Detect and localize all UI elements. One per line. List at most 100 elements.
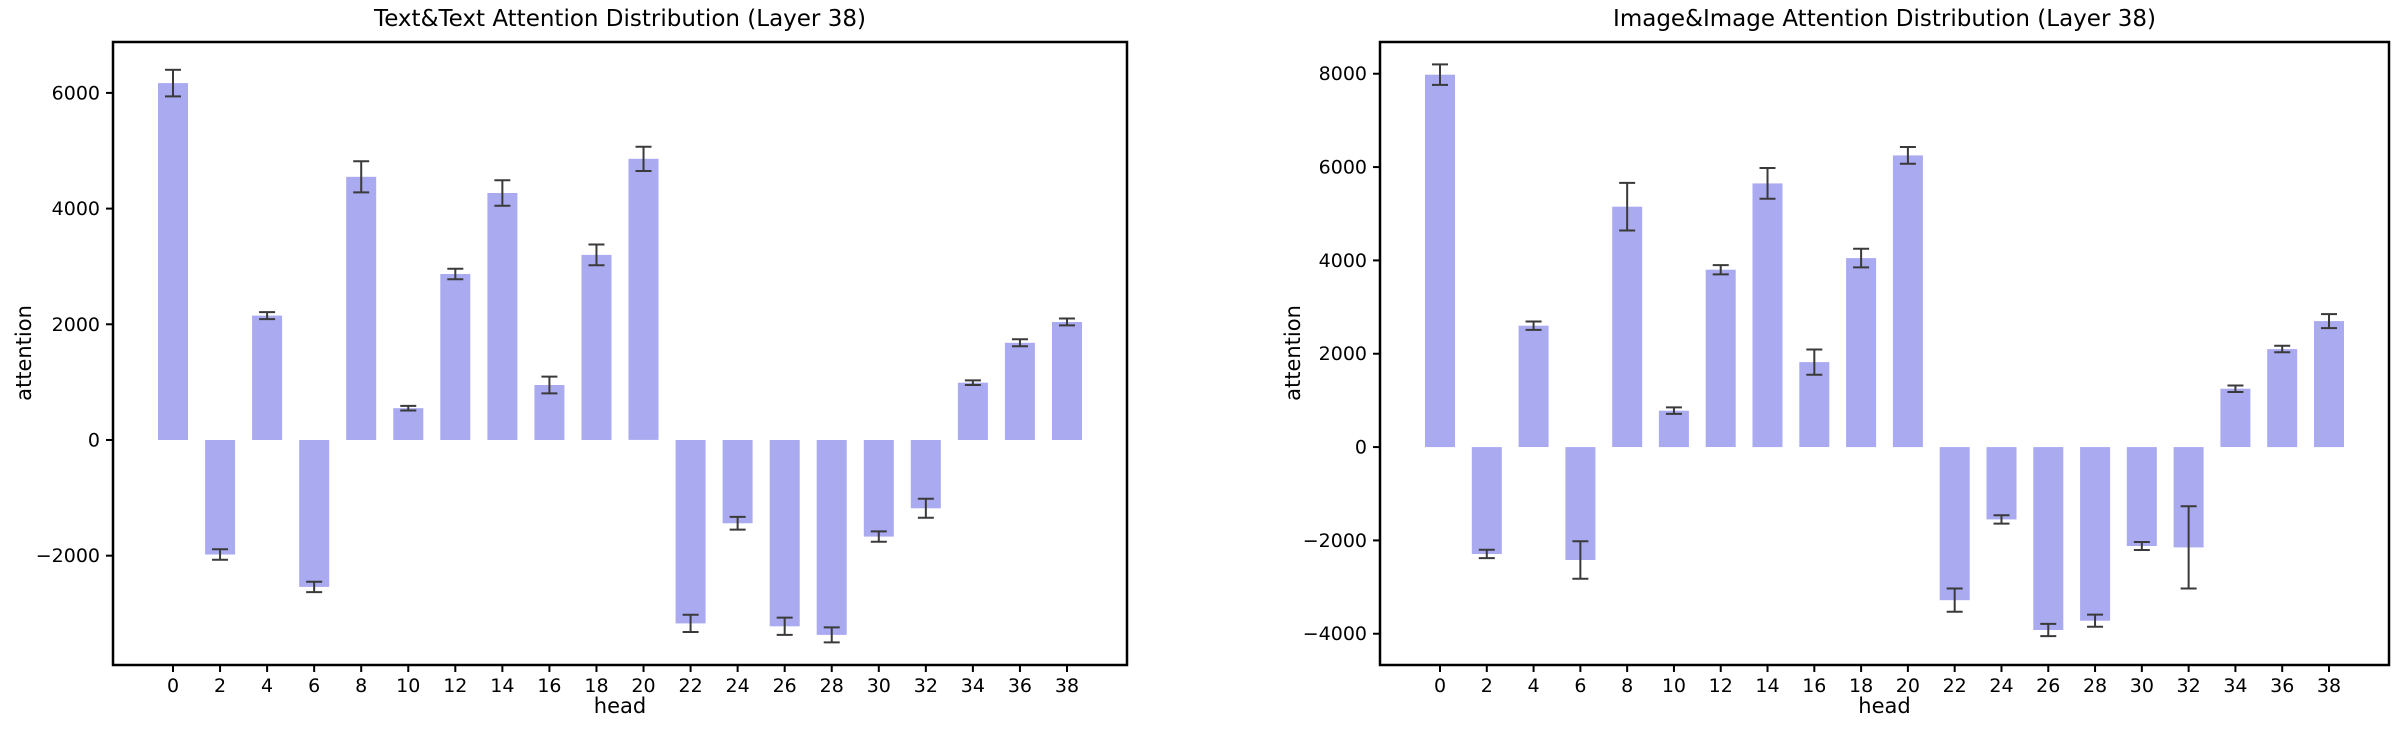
- x-tick-label: 36: [2270, 675, 2294, 697]
- bar-head-38: [2314, 321, 2344, 448]
- bar-head-4: [252, 315, 283, 440]
- error-bar-head-18: [1853, 247, 1870, 269]
- bar-head-14: [1752, 183, 1783, 448]
- y-tick-label: 2000: [52, 314, 100, 336]
- x-tick-label: 14: [1755, 675, 1779, 697]
- bar-head-18: [1846, 258, 1877, 448]
- x-tick-label: 18: [584, 675, 608, 697]
- bar-head-36: [2267, 349, 2298, 448]
- bar-head-14: [487, 193, 518, 440]
- x-tick-label: 6: [308, 675, 320, 697]
- axes-spines: [111, 40, 1129, 667]
- x-tick-label: 16: [537, 675, 561, 697]
- bar-head-18: [581, 254, 612, 440]
- bar-head-0: [158, 83, 188, 440]
- bar-head-2: [1471, 447, 1502, 554]
- error-bar-head-20: [1899, 146, 1916, 165]
- error-bar-head-16: [1806, 348, 1823, 376]
- bar-head-20: [628, 158, 659, 440]
- error-bar-head-38: [1059, 317, 1075, 327]
- x-tick-label: 30: [2130, 675, 2154, 697]
- error-bar-head-18: [588, 243, 605, 267]
- error-bar-head-30: [870, 530, 887, 543]
- y-tick-label: 6000: [52, 82, 100, 104]
- x-tick-label: 16: [1802, 675, 1826, 697]
- y-tick-label: 8000: [1319, 63, 1367, 85]
- bar-head-26: [769, 440, 800, 627]
- x-tick-label: 34: [961, 675, 985, 697]
- error-bar-head-2: [1478, 548, 1495, 560]
- error-bar-head-22: [682, 613, 699, 633]
- x-tick-label: 8: [1621, 675, 1633, 697]
- error-bar-head-36: [1011, 338, 1028, 348]
- x-tick-label: 28: [2083, 675, 2107, 697]
- error-bar-head-2: [212, 548, 229, 561]
- error-bar-head-16: [541, 375, 558, 395]
- axes-spines: [1378, 40, 2391, 667]
- bar-head-12: [440, 274, 471, 440]
- bar-head-34: [957, 382, 988, 440]
- bar-head-22: [675, 440, 706, 624]
- y-tick-label: −2000: [1303, 530, 1367, 552]
- error-bar-head-0: [1432, 63, 1448, 86]
- x-tick-label: 28: [820, 675, 844, 697]
- error-bar-head-30: [2133, 541, 2150, 551]
- x-tick-label: 18: [1849, 675, 1873, 697]
- bar-head-36: [1004, 342, 1035, 440]
- bar-head-30: [863, 440, 894, 537]
- bar-head-8: [1612, 206, 1643, 447]
- error-bar-head-0: [165, 68, 181, 98]
- error-bar-head-28: [823, 626, 840, 644]
- error-bar-head-6: [306, 580, 323, 594]
- y-tick-label: −4000: [1303, 623, 1367, 645]
- error-bar-head-34: [964, 379, 981, 386]
- bar-head-28: [816, 440, 847, 635]
- bar-head-12: [1705, 269, 1736, 447]
- y-tick-label: 6000: [1319, 157, 1367, 179]
- bar-head-30: [2126, 447, 2157, 546]
- y-tick-label: 0: [88, 429, 100, 451]
- bar-head-38: [1052, 322, 1082, 440]
- error-bar-head-6: [1572, 540, 1589, 580]
- error-bar-head-10: [1665, 406, 1682, 415]
- x-tick-label: 26: [2036, 675, 2060, 697]
- error-bar-head-10: [400, 404, 417, 412]
- x-tick-label: 20: [631, 675, 655, 697]
- x-tick-label: 32: [914, 675, 938, 697]
- bar-head-0: [1425, 74, 1455, 448]
- error-bar-head-8: [1619, 181, 1636, 232]
- error-bar-head-28: [2087, 613, 2104, 628]
- bar-head-32: [910, 440, 941, 509]
- x-tick-label: 24: [726, 675, 750, 697]
- bar-head-20: [1892, 155, 1923, 448]
- y-tick-label: 4000: [52, 198, 100, 220]
- x-tick-label: 4: [1528, 675, 1540, 697]
- error-bar-head-26: [2040, 622, 2057, 638]
- x-tick-label: 22: [1943, 675, 1967, 697]
- left-chart-title: Text&Text Attention Distribution (Layer …: [374, 6, 866, 32]
- error-bar-head-20: [635, 145, 652, 172]
- left-x-axis-label: head: [593, 694, 647, 718]
- x-tick-label: 38: [2317, 675, 2341, 697]
- error-bar-head-32: [2180, 505, 2197, 590]
- error-bar-head-8: [353, 160, 370, 194]
- x-tick-label: 2: [1481, 675, 1493, 697]
- bar-head-4: [1518, 325, 1549, 447]
- error-bar-head-4: [1525, 320, 1542, 331]
- x-tick-label: 32: [2177, 675, 2201, 697]
- bar-head-24: [722, 440, 753, 524]
- error-bar-head-32: [917, 497, 934, 519]
- x-tick-label: 0: [167, 675, 179, 697]
- x-tick-label: 24: [1989, 675, 2013, 697]
- bar-head-10: [1658, 410, 1689, 448]
- x-tick-label: 22: [678, 675, 702, 697]
- error-bar-head-26: [776, 616, 793, 636]
- error-bar-head-4: [259, 311, 276, 321]
- error-bar-head-12: [447, 267, 464, 281]
- x-tick-label: 12: [443, 675, 467, 697]
- x-tick-label: 6: [1574, 675, 1586, 697]
- left-chart-panel: Text&Text Attention Distribution (Layer …: [12, 6, 1129, 718]
- right-chart-panel: Image&Image Attention Distribution (Laye…: [1201, 0, 2402, 734]
